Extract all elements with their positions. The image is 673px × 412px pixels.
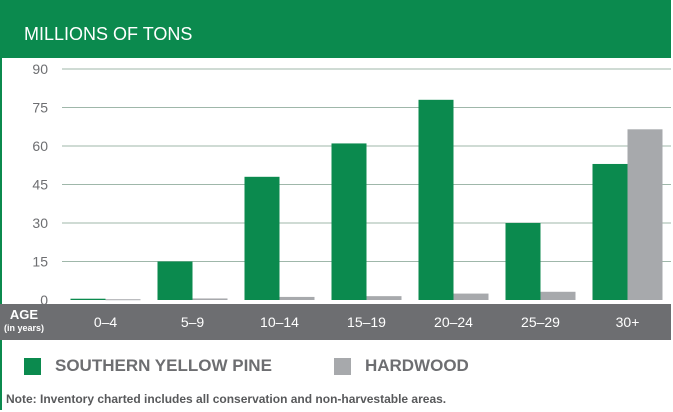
- y-tick-label: 60: [32, 138, 48, 154]
- legend-item-hardwood: HARDWOOD: [333, 356, 469, 376]
- x-tick-labels: 0–4 5–9 10–14 15–19 20–24 25–29 30+: [94, 314, 640, 330]
- x-tick-label: 25–29: [521, 314, 560, 330]
- x-tick-label: 0–4: [94, 314, 118, 330]
- pine-bar: [70, 298, 106, 300]
- hardwood-bar: [279, 296, 315, 300]
- y-tick-label: 75: [32, 100, 48, 116]
- hardwood-bar: [453, 293, 489, 300]
- legend-label-pine: SOUTHERN YELLOW PINE: [55, 356, 272, 375]
- y-tick-label: 15: [32, 254, 48, 270]
- x-tick-label: 20–24: [434, 314, 473, 330]
- hardwood-bar: [540, 291, 576, 300]
- footnote: Note: Inventory charted includes all con…: [6, 392, 447, 406]
- hardwood-bar: [627, 129, 663, 300]
- x-axis-label: AGE: [10, 307, 39, 322]
- y-tick-labels: 0 15 30 45 60 75 90: [32, 61, 48, 308]
- pine-bar: [157, 261, 193, 300]
- y-tick-label: 90: [32, 61, 48, 77]
- chart-title: MILLIONS OF TONS: [24, 24, 192, 44]
- x-tick-label: 30+: [616, 314, 640, 330]
- y-tick-label: 45: [32, 177, 48, 193]
- hardwood-bar: [366, 296, 402, 300]
- x-tick-label: 10–14: [260, 314, 299, 330]
- pine-bar: [505, 223, 541, 300]
- pine-bar: [418, 99, 454, 300]
- title-banner: [0, 0, 671, 58]
- y-tick-label: 30: [32, 215, 48, 231]
- bars: [70, 99, 663, 301]
- x-tick-label: 5–9: [181, 314, 205, 330]
- hardwood-bar: [192, 298, 228, 300]
- x-tick-label: 15–19: [347, 314, 386, 330]
- pine-bar: [592, 163, 628, 300]
- y-tick-label: 0: [40, 292, 48, 308]
- legend-swatch-pine: [24, 357, 41, 375]
- x-axis-bar: [0, 304, 671, 340]
- hardwood-bar: [105, 299, 141, 301]
- x-axis-sublabel: (in years): [4, 323, 44, 333]
- pine-bar: [331, 143, 367, 300]
- pine-bar: [244, 176, 280, 300]
- legend-swatch-hardwood: [333, 357, 351, 375]
- legend: SOUTHERN YELLOW PINE HARDWOOD: [24, 356, 531, 376]
- legend-label-hardwood: HARDWOOD: [364, 356, 469, 375]
- legend-item-pine: SOUTHERN YELLOW PINE: [24, 356, 272, 376]
